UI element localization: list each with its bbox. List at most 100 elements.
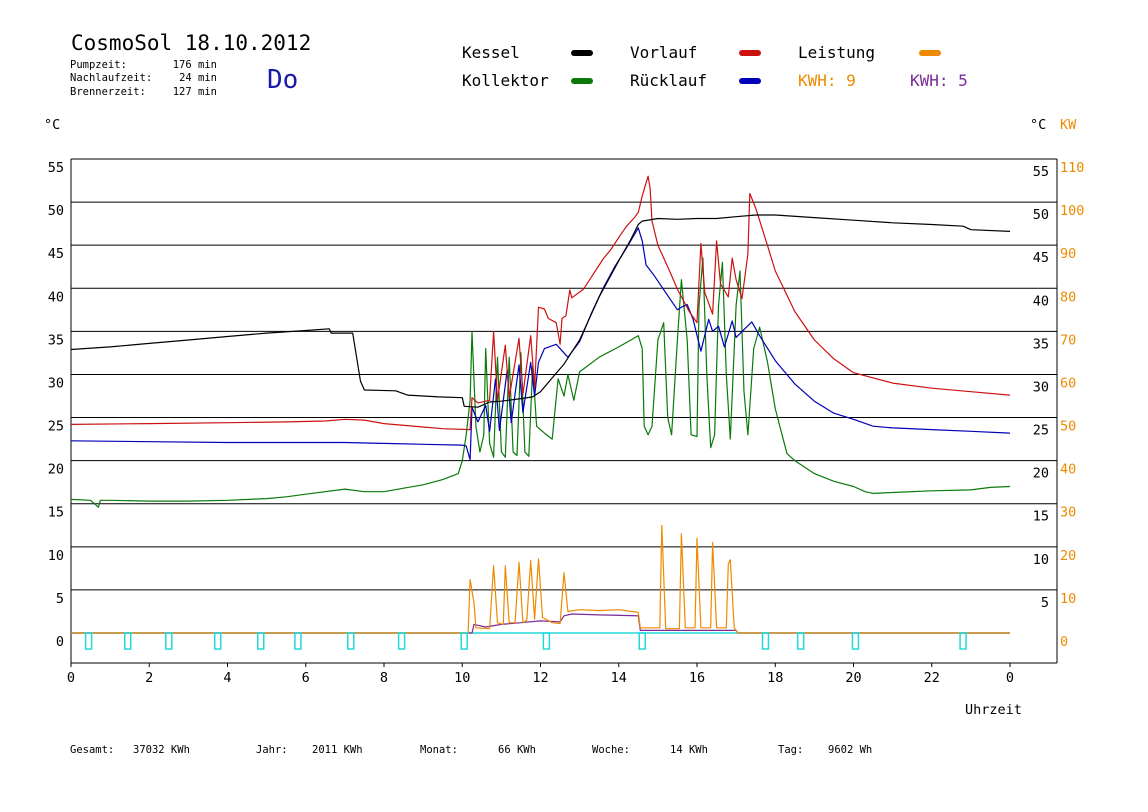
y-tick-label-45: 45 <box>48 246 64 262</box>
grid <box>71 158 1057 591</box>
y2-tick-label-80: 80 <box>1060 289 1076 305</box>
x-tick-label-5: 10 <box>454 670 470 686</box>
y2-tick-label-70: 70 <box>1060 332 1076 348</box>
x-tick-label-4: 8 <box>380 670 388 686</box>
right-axis-unit-kw: KW <box>1060 117 1077 133</box>
series-kwh-5-line <box>71 613 1010 634</box>
y-right-tick-label-40: 40 <box>1033 293 1049 309</box>
y2-tick-label-30: 30 <box>1060 505 1076 521</box>
pump-marker-8 <box>460 632 468 650</box>
y-tick-label-15: 15 <box>48 505 64 521</box>
x-tick-label-12: 0 <box>1006 670 1014 686</box>
x-axis-label: Uhrzeit <box>965 702 1022 718</box>
y2-tick-label-50: 50 <box>1060 419 1076 435</box>
pump-marker-2 <box>165 632 173 650</box>
y2-tick-label-10: 10 <box>1060 591 1076 607</box>
y-tick-label-30: 30 <box>48 375 64 391</box>
y2-tick-label-40: 40 <box>1060 462 1076 478</box>
footer-woche-label: Woche: <box>592 744 630 756</box>
x-tick-label-9: 18 <box>767 670 783 686</box>
x-tick-label-1: 2 <box>145 670 153 686</box>
footer-monat-label: Monat: <box>420 744 458 756</box>
y-right-tick-label-30: 30 <box>1033 379 1049 395</box>
legend-vorlauf-swatch <box>739 50 761 56</box>
series-vorlauf-line <box>70 175 1011 431</box>
header-stats: Pumpzeit: 176 min Nachlaufzeit: 24 min B… <box>70 59 217 98</box>
brennerzeit-label: Brennerzeit: <box>70 86 146 98</box>
left-axis-unit: °C <box>44 117 60 133</box>
y-tick-label-40: 40 <box>48 289 64 305</box>
x-tick-label-6: 12 <box>532 670 548 686</box>
axes: 0510152025303540455055510152025303540455… <box>48 159 1084 686</box>
legend-ruecklauf-swatch <box>739 78 761 84</box>
pump-marker-9 <box>542 632 551 650</box>
x-tick-label-11: 22 <box>924 670 940 686</box>
legend-kessel-label: Kessel <box>462 43 520 62</box>
y-right-tick-label-5: 5 <box>1041 595 1049 611</box>
y-tick-label-10: 10 <box>48 548 64 564</box>
pump-marker-13 <box>851 632 860 650</box>
footer-tag-label: Tag: <box>778 744 803 756</box>
legend-kwh2: KWH: 5 <box>910 71 968 90</box>
y-tick-label-35: 35 <box>48 332 64 348</box>
legend-kessel-swatch <box>571 50 593 56</box>
y-tick-label-55: 55 <box>48 160 64 176</box>
series-kessel-line <box>70 214 1011 408</box>
series-r-cklauf-line <box>70 227 1011 461</box>
pump-marker-3 <box>213 632 222 650</box>
pump-marker-10 <box>638 632 646 650</box>
pumpzeit-label: Pumpzeit: <box>70 59 127 71</box>
pump-marker-5 <box>294 632 302 650</box>
legend: Kessel Kollektor Vorlauf Rücklauf Leistu… <box>462 43 968 90</box>
nachlaufzeit-label: Nachlaufzeit: <box>70 72 152 84</box>
pump-marker-6 <box>346 632 355 650</box>
legend-kollektor-label: Kollektor <box>462 71 549 90</box>
legend-leistung-label: Leistung <box>798 43 875 62</box>
x-tick-label-0: 0 <box>67 670 75 686</box>
x-tick-label-7: 14 <box>611 670 627 686</box>
legend-vorlauf-label: Vorlauf <box>630 43 697 62</box>
y-right-tick-label-35: 35 <box>1033 336 1049 352</box>
pump-marker-0 <box>84 632 93 650</box>
y-right-tick-label-10: 10 <box>1033 552 1049 568</box>
x-tick-label-10: 20 <box>845 670 861 686</box>
y2-tick-label-60: 60 <box>1060 375 1076 391</box>
legend-ruecklauf-label: Rücklauf <box>630 71 707 90</box>
y-tick-label-5: 5 <box>56 591 64 607</box>
y-right-tick-label-45: 45 <box>1033 250 1049 266</box>
y-right-tick-label-55: 55 <box>1033 164 1049 180</box>
y2-tick-label-90: 90 <box>1060 246 1076 262</box>
pumpzeit-value: 176 min <box>173 59 217 71</box>
pump-marker-4 <box>257 632 265 650</box>
series-layer <box>70 175 1011 634</box>
footer-monat-value: 66 KWh <box>498 744 536 756</box>
x-tick-label-3: 6 <box>302 670 310 686</box>
y2-tick-label-110: 110 <box>1060 160 1084 176</box>
y-right-tick-label-50: 50 <box>1033 207 1049 223</box>
pump-marker-11 <box>761 632 770 650</box>
nachlaufzeit-value: 24 min <box>179 72 217 84</box>
y2-tick-label-20: 20 <box>1060 548 1076 564</box>
legend-leistung-swatch <box>919 50 941 56</box>
pump-marker-1 <box>123 632 132 650</box>
y-tick-label-50: 50 <box>48 203 64 219</box>
footer-jahr-value: 2011 KWh <box>312 744 363 756</box>
y2-tick-label-100: 100 <box>1060 203 1084 219</box>
footer-jahr-label: Jahr: <box>256 744 288 756</box>
y-right-tick-label-15: 15 <box>1033 509 1049 525</box>
pump-marker-14 <box>959 632 967 650</box>
x-tick-label-2: 4 <box>223 670 231 686</box>
pump-markers <box>84 632 967 650</box>
y-tick-label-20: 20 <box>48 462 64 478</box>
chart-title: CosmoSol 18.10.2012 <box>71 31 311 55</box>
series-kollektor-line <box>70 257 1011 508</box>
footer-woche-value: 14 KWh <box>670 744 708 756</box>
weekday-label: Do <box>267 65 298 95</box>
y-right-tick-label-25: 25 <box>1033 423 1049 439</box>
y-tick-label-25: 25 <box>48 419 64 435</box>
footer-tag-value: 9602 Wh <box>828 744 872 756</box>
y2-tick-label-0: 0 <box>1060 634 1068 650</box>
legend-kollektor-swatch <box>571 78 593 84</box>
legend-kwh1: KWH: 9 <box>798 71 856 90</box>
